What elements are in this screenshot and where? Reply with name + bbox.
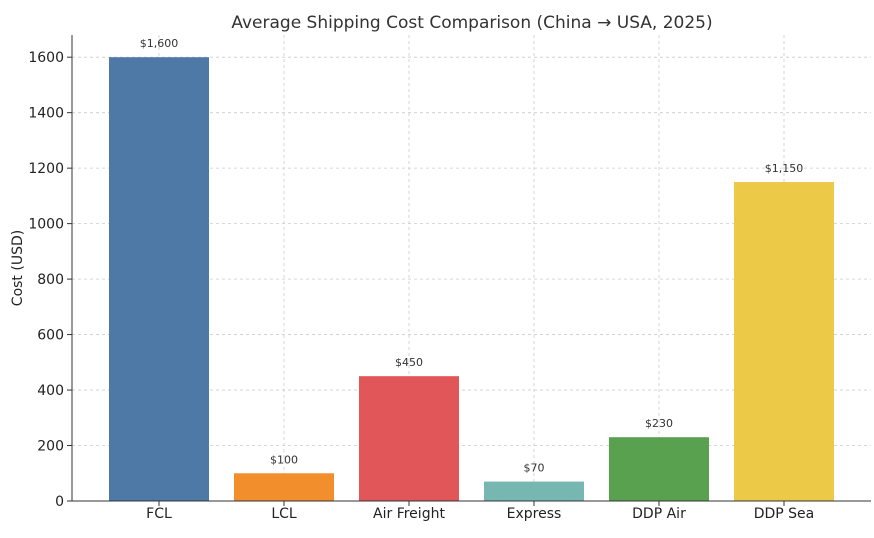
data-label: $70 <box>524 462 545 475</box>
axes: 0 200 400 600 800 1000 1200 1400 1600 FCL LCL Air F… <box>28 35 871 522</box>
bar-lcl <box>234 473 334 501</box>
x-tick-label: Express <box>507 506 562 522</box>
y-tick-label: 200 <box>37 439 64 455</box>
data-label: $230 <box>645 417 673 430</box>
y-tick-label: 1400 <box>28 106 64 122</box>
data-label: $450 <box>395 356 423 369</box>
bar-express <box>484 481 584 501</box>
data-label: $100 <box>270 453 298 466</box>
data-label: $1,150 <box>765 162 804 175</box>
chart-title: Average Shipping Cost Comparison (China … <box>231 13 712 33</box>
y-tick-label: 0 <box>55 494 64 510</box>
y-tick-label: 800 <box>37 272 64 288</box>
x-tick-label: DDP Air <box>632 506 686 522</box>
y-tick-label: 1000 <box>28 217 64 233</box>
x-tick-label: DDP Sea <box>754 506 815 522</box>
x-tick-label: FCL <box>146 506 172 522</box>
y-axis-label: Cost (USD) <box>10 230 26 306</box>
bar-fcl <box>109 57 209 501</box>
y-tick-label: 400 <box>37 383 64 399</box>
data-label: $1,600 <box>140 37 179 50</box>
bars: $1,600 $100 $450 $70 $230 $1,150 <box>109 37 834 501</box>
bar-ddp-sea <box>734 182 834 501</box>
y-tick-label: 1600 <box>28 50 64 66</box>
y-tick-label: 1200 <box>28 161 64 177</box>
bar-ddp-air <box>609 437 709 501</box>
y-tick-label: 600 <box>37 328 64 344</box>
bar-air-freight <box>359 376 459 501</box>
x-tick-label: Air Freight <box>373 506 445 522</box>
x-tick-label: LCL <box>271 506 297 522</box>
